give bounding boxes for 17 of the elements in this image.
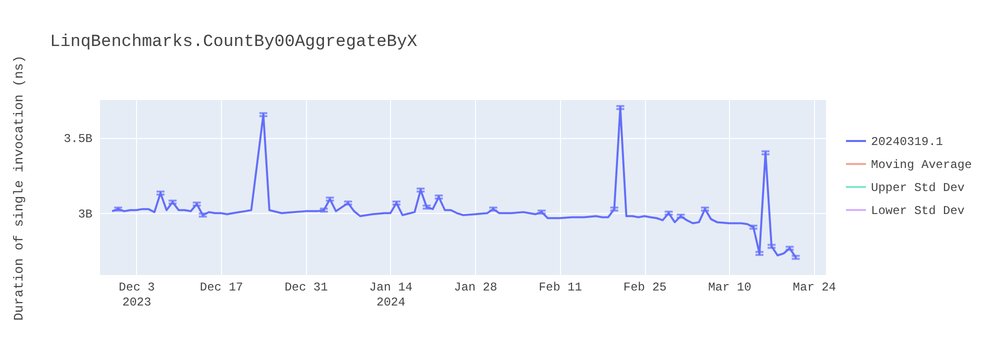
- x-tick-label: Mar 24: [792, 280, 836, 294]
- y-tick-label: 3.5B: [64, 132, 92, 146]
- legend-label: Lower Std Dev: [871, 204, 965, 218]
- x-tick-label: Dec 31: [284, 280, 328, 294]
- y-tick-label: 3B: [78, 208, 92, 222]
- x-tick-label: Mar 10: [708, 280, 752, 294]
- x-tick-label: Dec 17: [200, 280, 244, 294]
- x-tick-label: Jan 28: [454, 280, 498, 294]
- chart-title: LinqBenchmarks.CountBy00AggregateByX: [50, 32, 418, 52]
- y-axis-title: Duration of single invocation (ns): [12, 55, 27, 321]
- legend-label: Upper Std Dev: [871, 181, 965, 195]
- x-tick-label: Feb 11: [538, 280, 582, 294]
- legend-label: Moving Average: [871, 158, 972, 172]
- legend-label: 20240319.1: [871, 135, 944, 149]
- x-tick-label: Feb 25: [623, 280, 667, 294]
- x-tick-label: Jan 14 2024: [369, 280, 413, 310]
- x-tick-label: Dec 3 2023: [118, 280, 155, 310]
